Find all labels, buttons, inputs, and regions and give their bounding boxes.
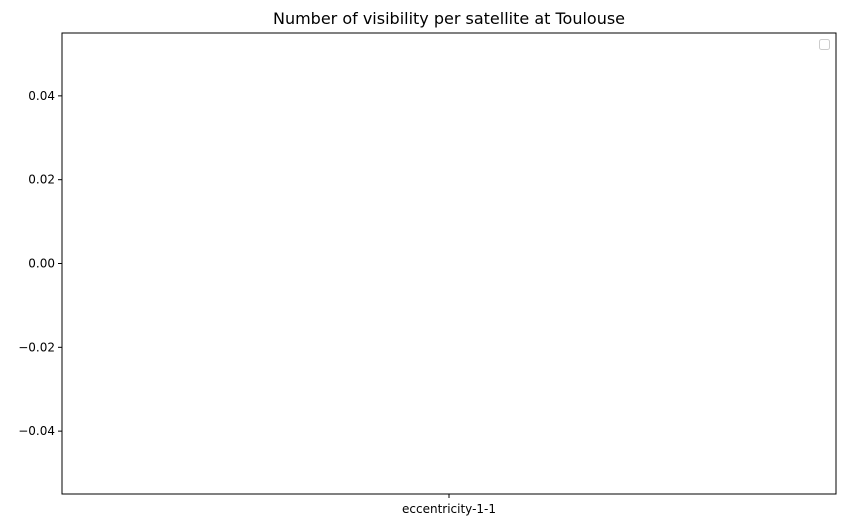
y-tick-label: −0.02 bbox=[18, 340, 55, 354]
y-axis: 0.04 0.02 0.00 −0.02 −0.04 bbox=[18, 89, 62, 438]
x-tick-label: eccentricity-1-1 bbox=[402, 502, 496, 516]
chart-title: Number of visibility per satellite at To… bbox=[273, 9, 625, 28]
legend-box[interactable] bbox=[819, 39, 830, 50]
legend[interactable] bbox=[819, 39, 830, 50]
y-tick-label: 0.02 bbox=[28, 173, 55, 187]
plot-frame bbox=[61, 32, 837, 495]
y-tick-label: −0.04 bbox=[18, 424, 55, 438]
plot-area bbox=[62, 33, 836, 494]
y-tick-label: 0.04 bbox=[28, 89, 55, 103]
y-tick-label: 0.00 bbox=[28, 257, 55, 271]
x-axis: eccentricity-1-1 bbox=[402, 494, 496, 516]
plot-background bbox=[62, 33, 836, 494]
